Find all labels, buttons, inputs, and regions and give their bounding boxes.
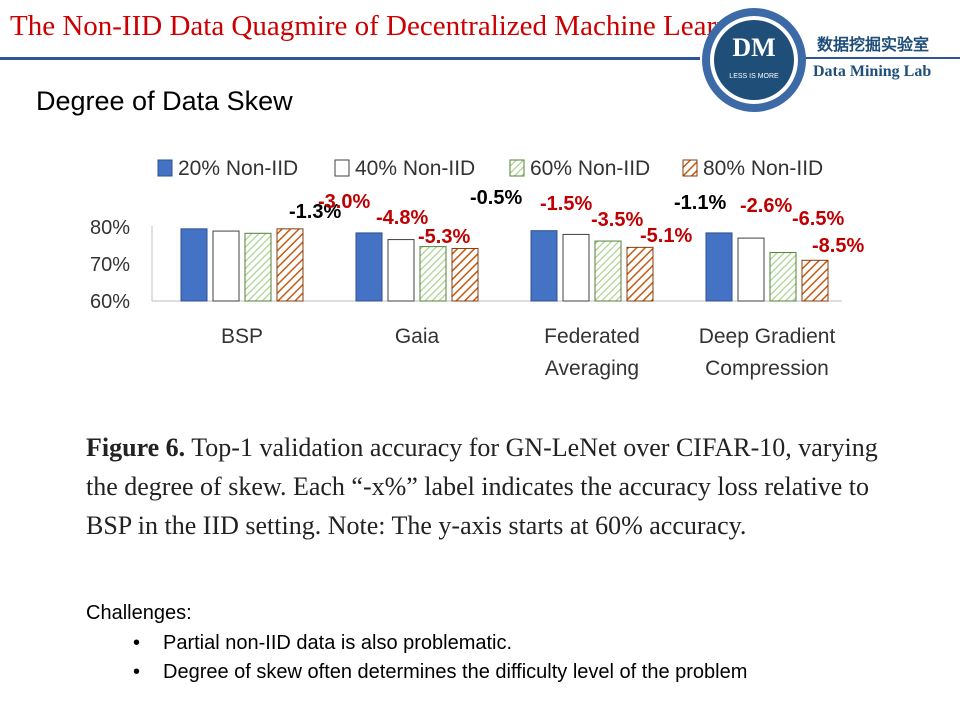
data-label: -1.5% bbox=[540, 193, 592, 215]
caption-lead: Figure 6. bbox=[86, 433, 186, 462]
y-tick-label: 70% bbox=[90, 254, 130, 276]
figure-caption: Figure 6. Top-1 validation accuracy for … bbox=[86, 428, 886, 545]
legend-swatch-40 bbox=[334, 159, 350, 177]
data-label: -3.5% bbox=[591, 209, 643, 231]
data-label: -3.0% bbox=[318, 191, 370, 213]
challenges-heading: Challenges: bbox=[86, 602, 192, 624]
bar bbox=[801, 259, 829, 302]
bar bbox=[530, 230, 558, 302]
legend-swatch-20 bbox=[157, 159, 173, 177]
data-label: -5.3% bbox=[418, 226, 470, 248]
x-category-label: Deep Gradient bbox=[699, 325, 836, 348]
bar bbox=[769, 252, 797, 302]
challenge-item: Partial non-IID data is also problematic… bbox=[86, 629, 747, 658]
lab-logo: DM LESS IS MORE bbox=[702, 8, 806, 112]
challenges-section: Challenges: Partial non-IID data is also… bbox=[86, 602, 747, 687]
bar bbox=[355, 232, 383, 302]
data-label: -5.1% bbox=[640, 225, 692, 247]
bar bbox=[451, 247, 479, 302]
x-category-label: Federated bbox=[544, 325, 640, 348]
logo-inner-disc bbox=[714, 20, 794, 100]
y-tick-label: 60% bbox=[90, 291, 130, 313]
challenge-item: Degree of skew often determines the diff… bbox=[86, 658, 747, 687]
x-category-label: Gaia bbox=[395, 325, 440, 348]
bar bbox=[562, 233, 590, 302]
skew-bar-chart: 20% Non-IID 40% Non-IID 60% Non-IID 80% Non… bbox=[90, 157, 864, 380]
legend-label: 80% Non-IID bbox=[703, 157, 823, 180]
title-divider bbox=[0, 57, 700, 60]
section-title: Degree of Data Skew bbox=[36, 86, 293, 116]
bar bbox=[244, 232, 272, 302]
challenges-list: Partial non-IID data is also problematic… bbox=[86, 629, 747, 687]
legend-label: 40% Non-IID bbox=[355, 157, 475, 180]
bar bbox=[594, 240, 622, 302]
bar bbox=[419, 246, 447, 302]
data-label: -1.3% bbox=[289, 201, 341, 223]
title-divider-right bbox=[800, 57, 960, 59]
x-category-label: Compression bbox=[705, 357, 829, 380]
data-label: -0.5% bbox=[470, 187, 522, 209]
legend-swatch-80 bbox=[682, 159, 698, 177]
bar bbox=[180, 228, 208, 302]
bar bbox=[626, 246, 654, 302]
data-label: -2.6% bbox=[740, 195, 792, 217]
bar bbox=[276, 228, 304, 302]
data-label: -4.8% bbox=[376, 207, 428, 229]
logo-text: DM bbox=[732, 33, 775, 62]
logo-motto: LESS IS MORE bbox=[729, 73, 779, 80]
lab-name-en: Data Mining Lab bbox=[813, 63, 932, 80]
legend-swatch-60 bbox=[509, 159, 525, 177]
data-label: -8.5% bbox=[812, 235, 864, 257]
y-tick-label: 80% bbox=[90, 217, 130, 239]
bar bbox=[387, 239, 415, 302]
data-label: -6.5% bbox=[792, 208, 844, 230]
legend-label: 20% Non-IID bbox=[178, 157, 298, 180]
caption-text: Top-1 validation accuracy for GN-LeNet o… bbox=[86, 433, 878, 540]
bar bbox=[705, 232, 733, 302]
data-label: -1.1% bbox=[674, 192, 726, 214]
legend-label: 60% Non-IID bbox=[530, 157, 650, 180]
bar bbox=[737, 237, 765, 302]
slide-title: The Non-IID Data Quagmire of Decentraliz… bbox=[10, 10, 768, 42]
bar bbox=[212, 230, 240, 302]
x-category-label: BSP bbox=[221, 325, 263, 348]
lab-name-cn: 数据挖掘实验室 bbox=[817, 37, 930, 54]
x-category-label: Averaging bbox=[545, 357, 639, 380]
